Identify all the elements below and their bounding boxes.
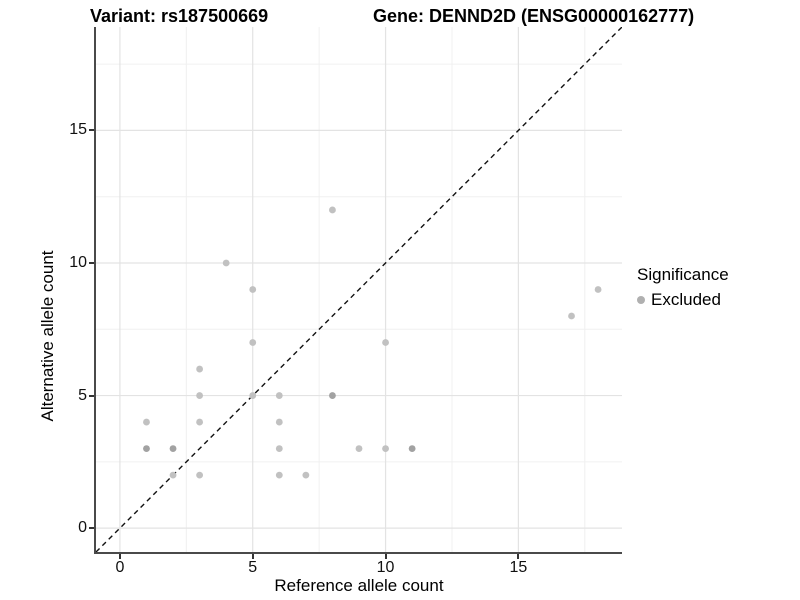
plot-panel — [94, 27, 622, 554]
data-point — [249, 286, 257, 293]
legend-item-excluded: Excluded — [637, 290, 729, 310]
y-tick-label: 15 — [69, 121, 87, 139]
data-point — [196, 471, 204, 479]
data-point — [196, 365, 204, 373]
legend-title: Significance — [637, 265, 729, 284]
y-tick-label: 0 — [78, 519, 87, 537]
data-point — [275, 392, 283, 399]
data-point — [568, 312, 575, 320]
data-point — [355, 445, 363, 452]
data-point — [143, 445, 150, 452]
x-tick-label: 5 — [248, 559, 258, 576]
data-point — [169, 471, 177, 479]
data-point — [143, 418, 150, 426]
legend-key-dot-icon — [637, 296, 645, 304]
legend: Significance Excluded — [637, 265, 729, 310]
x-tick-mark — [517, 554, 520, 559]
y-tick-mark — [89, 527, 94, 530]
x-tick-mark — [118, 554, 121, 559]
data-point — [275, 471, 283, 479]
identity-line — [96, 27, 622, 552]
data-point — [302, 471, 310, 479]
x-tick-mark — [384, 554, 387, 559]
y-tick-mark — [89, 394, 94, 397]
plot-title-gene: Gene: DENND2D (ENSG00000162777) — [373, 6, 695, 26]
plot-title-variant: Variant: rs187500669 — [90, 6, 269, 26]
legend-item-label: Excluded — [651, 290, 721, 309]
data-point — [382, 445, 389, 452]
data-point — [275, 418, 283, 426]
data-point — [275, 445, 283, 452]
x-tick-label: 15 — [509, 559, 528, 576]
data-point — [169, 445, 177, 452]
x-tick-label: 0 — [115, 559, 125, 576]
x-tick-label: 10 — [376, 559, 395, 576]
x-axis-title: Reference allele count — [274, 576, 444, 595]
data-point — [249, 392, 257, 399]
data-point — [408, 445, 416, 452]
y-tick-mark — [89, 129, 94, 132]
data-point — [382, 339, 389, 346]
y-tick-label: 10 — [69, 253, 87, 271]
data-point — [249, 339, 257, 346]
data-point — [594, 286, 602, 293]
y-tick-mark — [89, 261, 94, 264]
plot-canvas — [96, 27, 622, 552]
y-tick-label: 5 — [78, 386, 87, 404]
data-point — [329, 206, 336, 214]
data-point — [196, 392, 204, 399]
data-point — [196, 418, 204, 426]
data-point — [222, 259, 230, 267]
x-tick-mark — [251, 554, 254, 559]
data-point — [329, 392, 336, 399]
